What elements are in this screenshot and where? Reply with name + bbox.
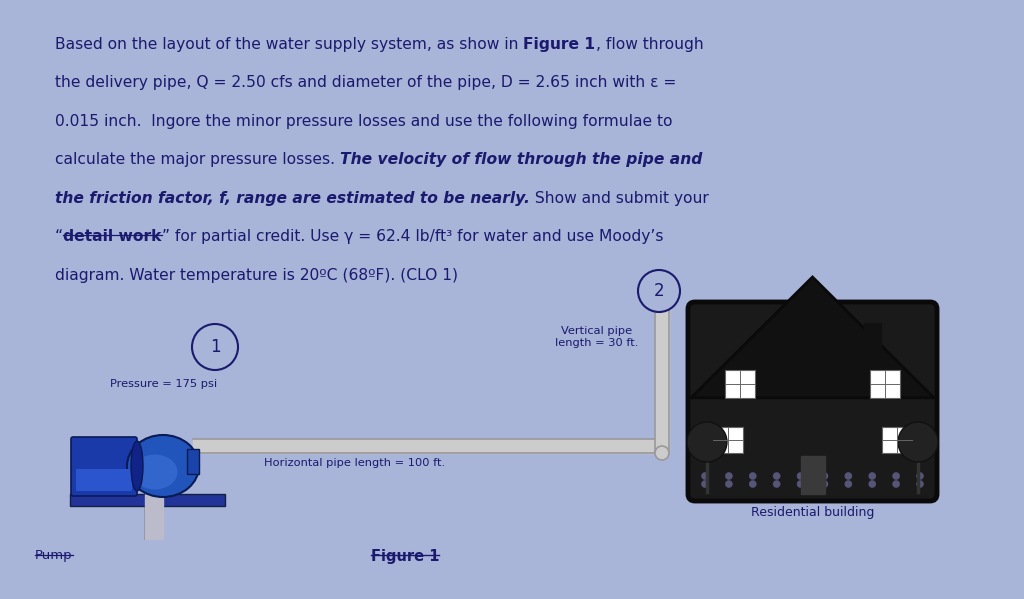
Ellipse shape bbox=[132, 455, 177, 489]
Text: detail work: detail work bbox=[63, 229, 162, 244]
Circle shape bbox=[797, 480, 805, 488]
Text: the delivery pipe, Q = 2.50 cfs and diameter of the pipe, D = 2.65 inch with ε =: the delivery pipe, Q = 2.50 cfs and diam… bbox=[55, 75, 677, 90]
Circle shape bbox=[868, 480, 876, 488]
Polygon shape bbox=[145, 494, 163, 539]
Circle shape bbox=[687, 422, 727, 462]
Ellipse shape bbox=[131, 441, 143, 491]
Ellipse shape bbox=[127, 435, 199, 497]
Text: Pressure = 175 psi: Pressure = 175 psi bbox=[110, 379, 217, 389]
Polygon shape bbox=[691, 277, 934, 398]
Circle shape bbox=[193, 324, 238, 370]
Text: “: “ bbox=[55, 229, 63, 244]
Circle shape bbox=[916, 480, 924, 488]
FancyBboxPatch shape bbox=[70, 494, 225, 506]
Circle shape bbox=[725, 472, 733, 480]
Text: the friction factor, f, range are estimated to be nearly.: the friction factor, f, range are estima… bbox=[55, 191, 529, 206]
Circle shape bbox=[797, 472, 805, 480]
Circle shape bbox=[820, 480, 828, 488]
Circle shape bbox=[892, 472, 900, 480]
Text: ” for partial credit. Use γ = 62.4 lb/ft³ for water and use Moody’s: ” for partial credit. Use γ = 62.4 lb/ft… bbox=[162, 229, 663, 244]
Text: 2: 2 bbox=[653, 282, 665, 300]
Text: , flow through: , flow through bbox=[596, 37, 703, 52]
Circle shape bbox=[749, 480, 757, 488]
Polygon shape bbox=[864, 323, 882, 361]
FancyBboxPatch shape bbox=[76, 469, 132, 491]
Circle shape bbox=[898, 422, 938, 462]
Text: Show and submit your: Show and submit your bbox=[529, 191, 709, 206]
Circle shape bbox=[845, 480, 852, 488]
Circle shape bbox=[845, 472, 852, 480]
FancyBboxPatch shape bbox=[688, 302, 937, 501]
Text: Residential building: Residential building bbox=[751, 506, 874, 519]
Text: Pump: Pump bbox=[35, 549, 73, 562]
Text: Horizontal pipe length = 100 ft.: Horizontal pipe length = 100 ft. bbox=[264, 458, 445, 468]
Circle shape bbox=[773, 480, 780, 488]
Polygon shape bbox=[801, 456, 824, 494]
Circle shape bbox=[820, 472, 828, 480]
FancyBboxPatch shape bbox=[187, 449, 199, 474]
FancyBboxPatch shape bbox=[870, 370, 900, 398]
Text: 0.015 inch.  Ingore the minor pressure losses and use the following formulae to: 0.015 inch. Ingore the minor pressure lo… bbox=[55, 114, 673, 129]
Circle shape bbox=[892, 480, 900, 488]
Text: diagram. Water temperature is 20ºC (68ºF). (CLO 1): diagram. Water temperature is 20ºC (68ºF… bbox=[55, 268, 458, 283]
Circle shape bbox=[701, 480, 709, 488]
Text: The velocity of flow through the pipe and: The velocity of flow through the pipe an… bbox=[340, 153, 702, 168]
FancyBboxPatch shape bbox=[713, 427, 743, 453]
Text: calculate the major pressure losses.: calculate the major pressure losses. bbox=[55, 153, 340, 168]
Text: Figure 1: Figure 1 bbox=[371, 549, 439, 564]
Circle shape bbox=[916, 472, 924, 480]
Circle shape bbox=[725, 480, 733, 488]
Circle shape bbox=[773, 472, 780, 480]
FancyBboxPatch shape bbox=[725, 370, 755, 398]
Text: Vertical pipe
length = 30 ft.: Vertical pipe length = 30 ft. bbox=[555, 326, 639, 348]
Circle shape bbox=[701, 472, 709, 480]
Text: Figure 1: Figure 1 bbox=[523, 37, 596, 52]
Circle shape bbox=[638, 270, 680, 312]
Text: Based on the layout of the water supply system, as show in: Based on the layout of the water supply … bbox=[55, 37, 523, 52]
Text: 1: 1 bbox=[210, 338, 220, 356]
Circle shape bbox=[655, 446, 669, 460]
FancyBboxPatch shape bbox=[71, 437, 137, 496]
FancyBboxPatch shape bbox=[882, 427, 912, 453]
Circle shape bbox=[749, 472, 757, 480]
Circle shape bbox=[868, 472, 876, 480]
